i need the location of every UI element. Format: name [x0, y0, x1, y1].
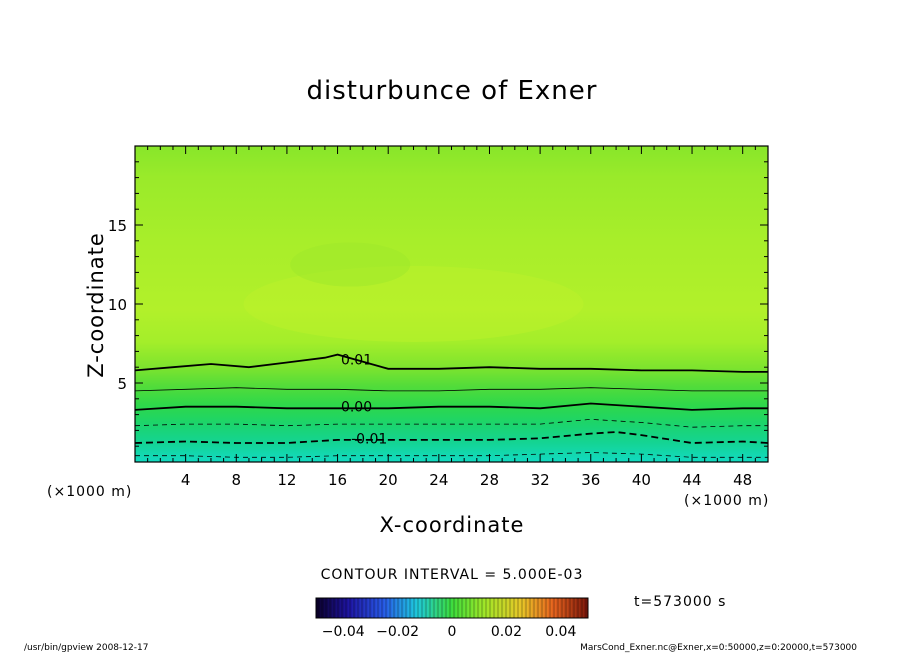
plot-field-fill	[135, 146, 768, 462]
field-shade	[290, 242, 411, 287]
x-axis-label: X-coordinate	[379, 513, 525, 537]
x-tick-label: 40	[632, 471, 651, 489]
contour-label: 0.00	[341, 400, 372, 416]
x-tick-label: 32	[531, 471, 550, 489]
contour-interval-label: CONTOUR INTERVAL = 5.000E-03	[320, 567, 584, 583]
field-highlight	[243, 266, 584, 342]
contour-line-3	[134, 418, 768, 428]
colorbar-tick-label: −0.04	[322, 624, 365, 640]
colorbar-frame	[315, 597, 589, 619]
colorbar-tick-label: 0.04	[545, 624, 576, 640]
contour-line-1	[134, 387, 768, 392]
y-tick-label: 15	[108, 217, 127, 235]
y-axis-label: Z-coordinate	[84, 232, 108, 378]
contour-line-4	[134, 431, 769, 444]
colorbar-tick-label: 0	[448, 624, 457, 640]
footer-left: /usr/bin/gpview 2008-12-17	[24, 643, 149, 653]
x-tick-label: 44	[682, 471, 701, 489]
x-tick-label: 20	[379, 471, 398, 489]
x-tick-label: 36	[581, 471, 600, 489]
x-tick-label: 16	[328, 471, 347, 489]
x-tick-label: 12	[277, 471, 296, 489]
time-label: t=573000 s	[634, 594, 727, 610]
x-tick-label: 24	[429, 471, 448, 489]
contour-line-2	[134, 402, 768, 411]
colorbar-tick-label: −0.02	[376, 624, 419, 640]
chart-title: disturbunce of Exner	[306, 76, 598, 106]
contour-label: 0.01	[341, 352, 372, 368]
footer-right: MarsCond_Exner.nc@Exner,x=0:50000,z=0:20…	[580, 643, 857, 653]
x-tick-label: 4	[181, 471, 191, 489]
contour-line-5	[135, 452, 768, 458]
x-tick-label: 48	[733, 471, 752, 489]
y-tick-label: 5	[117, 375, 127, 393]
x-tick-label: 8	[232, 471, 242, 489]
x-axis-unit: (×1000 m)	[684, 493, 770, 509]
y-tick-label: 10	[108, 296, 127, 314]
x-tick-label: 28	[480, 471, 499, 489]
y-axis-unit: (×1000 m)	[47, 484, 133, 500]
colorbar-tick-label: 0.02	[491, 624, 522, 640]
contour-label: -0.01	[351, 431, 387, 447]
contour-line-0	[134, 353, 768, 373]
